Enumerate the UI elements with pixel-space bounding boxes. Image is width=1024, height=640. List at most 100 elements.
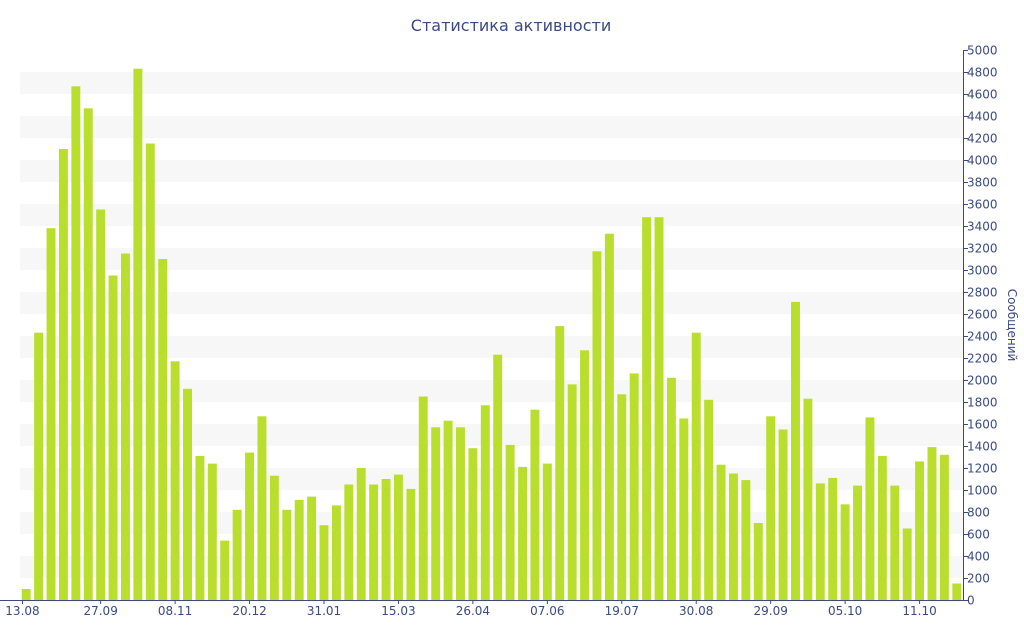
y-tick-label: 400 — [967, 550, 990, 564]
bar — [766, 416, 776, 600]
bar — [815, 483, 825, 600]
bar — [679, 418, 689, 600]
bars — [21, 68, 962, 601]
bar — [232, 509, 242, 600]
bar — [96, 209, 106, 600]
bar — [46, 228, 56, 600]
bar — [121, 253, 130, 600]
bar — [443, 420, 453, 600]
bar — [778, 429, 788, 600]
x-tick-label: 11.10 — [902, 604, 936, 618]
bar — [344, 484, 354, 600]
x-tick-label: 26.04 — [456, 604, 490, 618]
grid-band — [20, 204, 963, 226]
bar — [580, 350, 590, 600]
chart-title: Статистика активности — [411, 16, 611, 35]
x-tick-label: 27.09 — [83, 604, 117, 618]
y-tick-label: 2400 — [967, 330, 998, 344]
bar — [542, 463, 552, 600]
y-tick-label: 600 — [967, 528, 990, 542]
bar — [604, 233, 614, 600]
x-tick-label: 15.03 — [381, 604, 415, 618]
y-axis: 0 200 400 600 800 1000 1200 1400 1600 1800 2000 220… — [963, 44, 998, 608]
y-tick-label: 200 — [967, 572, 990, 586]
bar — [220, 540, 230, 600]
bar — [741, 480, 751, 600]
bar — [555, 326, 565, 600]
bar — [58, 149, 68, 600]
bar — [369, 484, 379, 600]
bar — [456, 427, 465, 600]
bar — [567, 384, 577, 600]
grid-band — [20, 160, 963, 182]
y-tick-label: 3600 — [967, 198, 998, 212]
bar — [666, 377, 676, 600]
bar — [183, 388, 192, 600]
bar — [877, 455, 887, 600]
x-tick-label: 20.12 — [232, 604, 266, 618]
y-tick-label: 4200 — [967, 132, 998, 146]
x-tick-label: 05.10 — [828, 604, 862, 618]
grid-band — [20, 468, 963, 490]
bar — [468, 448, 478, 600]
grid-band — [20, 336, 963, 358]
bar — [853, 485, 862, 600]
grid-band — [20, 116, 963, 138]
bar — [629, 373, 639, 600]
bar — [319, 525, 329, 600]
bar — [728, 473, 738, 600]
bar — [617, 394, 627, 600]
bar — [34, 332, 44, 600]
y-tick-label: 2800 — [967, 286, 998, 300]
x-tick-label: 07.06 — [530, 604, 564, 618]
bar — [145, 143, 155, 600]
y-tick-label: 800 — [967, 506, 990, 520]
y-tick-label: 3400 — [967, 220, 998, 234]
grid-band — [20, 248, 963, 270]
bar — [431, 427, 441, 600]
bar — [840, 504, 850, 600]
grid-band — [20, 72, 963, 94]
bar — [307, 496, 317, 600]
bar — [803, 398, 813, 600]
grid-bands — [20, 72, 963, 578]
bar — [890, 485, 900, 600]
bar — [393, 474, 403, 600]
grid-band — [20, 424, 963, 446]
y-tick-label: 1400 — [967, 440, 998, 454]
bar — [493, 354, 503, 600]
y-tick-label: 3800 — [967, 176, 998, 190]
grid-band — [20, 512, 963, 534]
bar — [530, 409, 540, 600]
x-tick-label: 31.01 — [307, 604, 341, 618]
bar — [331, 505, 341, 600]
bar — [108, 275, 118, 600]
bar — [716, 464, 726, 600]
x-tick-label: 13.08 — [5, 604, 39, 618]
x-tick-label: 08.11 — [158, 604, 192, 618]
bar — [691, 332, 701, 600]
y-tick-label: 3200 — [967, 242, 998, 256]
y-tick-label: 3000 — [967, 264, 998, 278]
bar — [83, 108, 93, 601]
y-tick-label: 1600 — [967, 418, 998, 432]
grid-band — [20, 380, 963, 402]
y-axis-title: Сообщений — [1005, 289, 1019, 362]
y-tick-label: 4800 — [967, 66, 998, 80]
bar — [269, 475, 279, 600]
y-tick-label: 2000 — [967, 374, 998, 388]
bar — [195, 455, 205, 600]
bar — [865, 417, 875, 600]
bar — [245, 452, 255, 600]
bar — [356, 468, 366, 600]
y-tick-label: 1000 — [967, 484, 998, 498]
bar — [902, 528, 912, 600]
bar — [207, 463, 217, 600]
y-tick-label: 4000 — [967, 154, 998, 168]
bar — [294, 499, 304, 600]
bar — [505, 444, 515, 600]
x-axis: 13.08 27.09 08.11 20.12 31.01 15.03 26.04 07.06… — [0, 600, 963, 618]
y-tick-label: 4400 — [967, 110, 998, 124]
